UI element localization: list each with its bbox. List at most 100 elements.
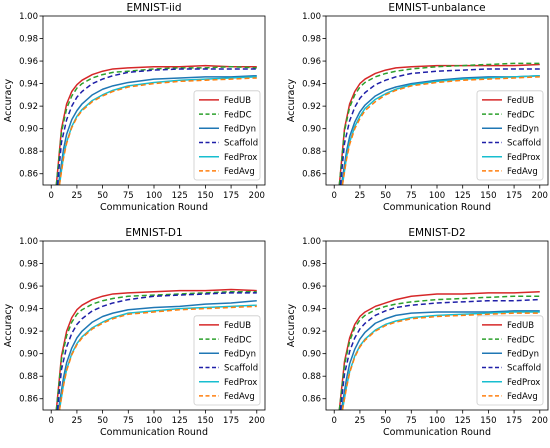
legend-label-feddc: FedDC (224, 335, 252, 345)
y-tick-label: 0.94 (302, 80, 321, 90)
x-tick-label: 50 (97, 416, 108, 426)
y-tick-label: 0.86 (19, 395, 38, 405)
legend-label-fedavg: FedAvg (224, 167, 255, 177)
x-tick-label: 0 (49, 191, 54, 201)
y-tick-label: 0.86 (302, 395, 321, 405)
x-tick-label: 0 (332, 416, 337, 426)
legend-label-scaffold: Scaffold (507, 364, 541, 374)
x-tick-label: 200 (532, 416, 548, 426)
legend-label-fedavg: FedAvg (507, 167, 538, 177)
series-line-fedavg (341, 312, 540, 410)
legend-label-feddyn: FedDyn (507, 125, 539, 135)
chart-panel-1: EMNIST-iid 0 25 50 75 100 125 150 175 200 0.86 0.88… (3, 2, 266, 213)
y-tick-label: 0.94 (302, 305, 321, 315)
x-tick-label: 150 (197, 191, 213, 201)
series-line-scaffold (56, 68, 257, 185)
x-tick-label: 150 (197, 416, 213, 426)
x-tick-label: 150 (480, 416, 496, 426)
chart-title: EMNIST-D2 (408, 227, 465, 239)
series-lines (338, 290, 540, 410)
x-axis-label: Communication Round (100, 202, 208, 213)
x-tick-label: 175 (223, 191, 239, 201)
legend-label-fedprox: FedProx (507, 153, 540, 163)
y-tick-label: 0.92 (19, 327, 38, 337)
series-lines (55, 64, 257, 185)
x-tick-label: 125 (455, 191, 471, 201)
y-tick-label: 0.92 (19, 102, 38, 112)
y-tick-label: 0.94 (19, 305, 38, 315)
y-tick-label: 0.86 (302, 170, 321, 180)
y-tick-label: 0.94 (19, 80, 38, 90)
y-tick-label: 0.98 (302, 35, 321, 45)
series-lines (55, 288, 257, 410)
y-axis-label: Accuracy (3, 303, 14, 347)
series-line-feddyn (57, 299, 257, 410)
y-axis-label: Accuracy (286, 303, 297, 347)
legend: FedUB FedDC FedDyn Scaffold FedProx FedAvg (476, 315, 544, 406)
x-tick-label: 100 (429, 191, 445, 201)
legend-label-feddyn: FedDyn (224, 350, 256, 360)
y-tick-label: 0.92 (302, 102, 321, 112)
y-tick-label: 0.88 (19, 147, 38, 157)
y-tick-label: 1.00 (302, 237, 321, 247)
x-tick-label: 125 (172, 416, 188, 426)
chart-title: EMNIST-iid (126, 2, 181, 14)
y-tick-label: 0.86 (19, 170, 38, 180)
legend-box (476, 315, 544, 406)
y-tick-label: 0.90 (19, 125, 38, 135)
series-line-fedub (338, 290, 540, 410)
chart-title: EMNIST-D1 (125, 227, 182, 239)
x-tick-label: 125 (172, 191, 188, 201)
legend-label-feddc: FedDC (224, 110, 252, 120)
y-tick-label: 0.96 (302, 282, 321, 292)
legend-label-scaffold: Scaffold (224, 364, 258, 374)
legend: FedUB FedDC FedDyn Scaffold FedProx FedAvg (193, 315, 261, 406)
legend-box (476, 90, 544, 181)
series-line-feddyn (340, 74, 540, 185)
x-tick-label: 0 (49, 416, 54, 426)
x-tick-label: 175 (506, 191, 522, 201)
y-tick-label: 1.00 (302, 12, 321, 22)
x-tick-label: 75 (123, 191, 134, 201)
x-tick-label: 25 (72, 416, 83, 426)
legend-label-fedub: FedUB (507, 321, 534, 331)
x-tick-label: 25 (355, 191, 366, 201)
x-tick-label: 0 (332, 191, 337, 201)
series-line-feddyn (340, 310, 540, 410)
legend-label-fedub: FedUB (224, 96, 251, 106)
x-tick-label: 75 (406, 416, 417, 426)
legend-box (193, 90, 261, 181)
y-tick-label: 0.98 (302, 260, 321, 270)
x-tick-label: 200 (249, 416, 265, 426)
y-axis-label: Accuracy (3, 78, 14, 122)
legend-box (193, 315, 261, 406)
series-line-scaffold (339, 298, 540, 410)
series-line-fedub (55, 64, 257, 185)
y-tick-label: 0.96 (302, 57, 321, 67)
x-tick-label: 75 (406, 191, 417, 201)
chart-title: EMNIST-unbalance (388, 2, 485, 14)
chart-panel-4: EMNIST-D2 0 25 50 75 100 125 150 175 200 0.86 0.88 0… (286, 227, 549, 438)
series-line-fedprox (58, 304, 257, 410)
y-tick-label: 0.88 (302, 147, 321, 157)
legend-label-fedprox: FedProx (224, 153, 257, 163)
legend-label-fedavg: FedAvg (507, 392, 538, 402)
legend-label-scaffold: Scaffold (507, 139, 541, 149)
y-tick-label: 0.96 (19, 282, 38, 292)
x-tick-label: 175 (223, 416, 239, 426)
y-tick-label: 0.90 (302, 125, 321, 135)
y-tick-label: 1.00 (19, 237, 38, 247)
legend-label-fedprox: FedProx (507, 378, 540, 388)
x-tick-label: 100 (146, 191, 162, 201)
y-tick-label: 0.98 (19, 260, 38, 270)
chart-panel-2: EMNIST-unbalance 0 25 50 75 100 125 150 175 200 0.… (286, 2, 549, 213)
series-line-feddc (338, 295, 540, 410)
series-line-fedub (55, 288, 257, 410)
x-tick-label: 75 (123, 416, 134, 426)
x-tick-label: 200 (249, 191, 265, 201)
y-axis-label: Accuracy (286, 78, 297, 122)
x-tick-label: 50 (97, 191, 108, 201)
chart-panel-3: EMNIST-D1 0 25 50 75 100 125 150 175 200 0.86 0.88 0… (3, 227, 266, 438)
